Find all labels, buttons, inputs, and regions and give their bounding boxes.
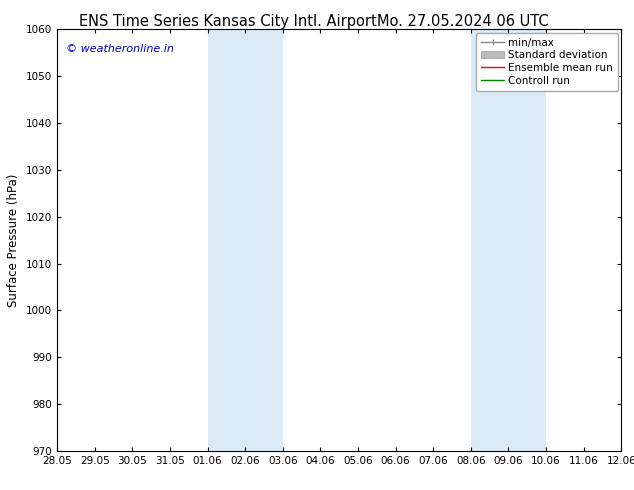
Text: ENS Time Series Kansas City Intl. Airport: ENS Time Series Kansas City Intl. Airpor… [79, 14, 377, 29]
Y-axis label: Surface Pressure (hPa): Surface Pressure (hPa) [8, 173, 20, 307]
Text: Mo. 27.05.2024 06 UTC: Mo. 27.05.2024 06 UTC [377, 14, 548, 29]
Text: © weatheronline.in: © weatheronline.in [65, 44, 173, 54]
Bar [207, 29, 283, 451]
Legend: min/max, Standard deviation, Ensemble mean run, Controll run: min/max, Standard deviation, Ensemble me… [476, 32, 618, 91]
Bar [471, 29, 546, 451]
